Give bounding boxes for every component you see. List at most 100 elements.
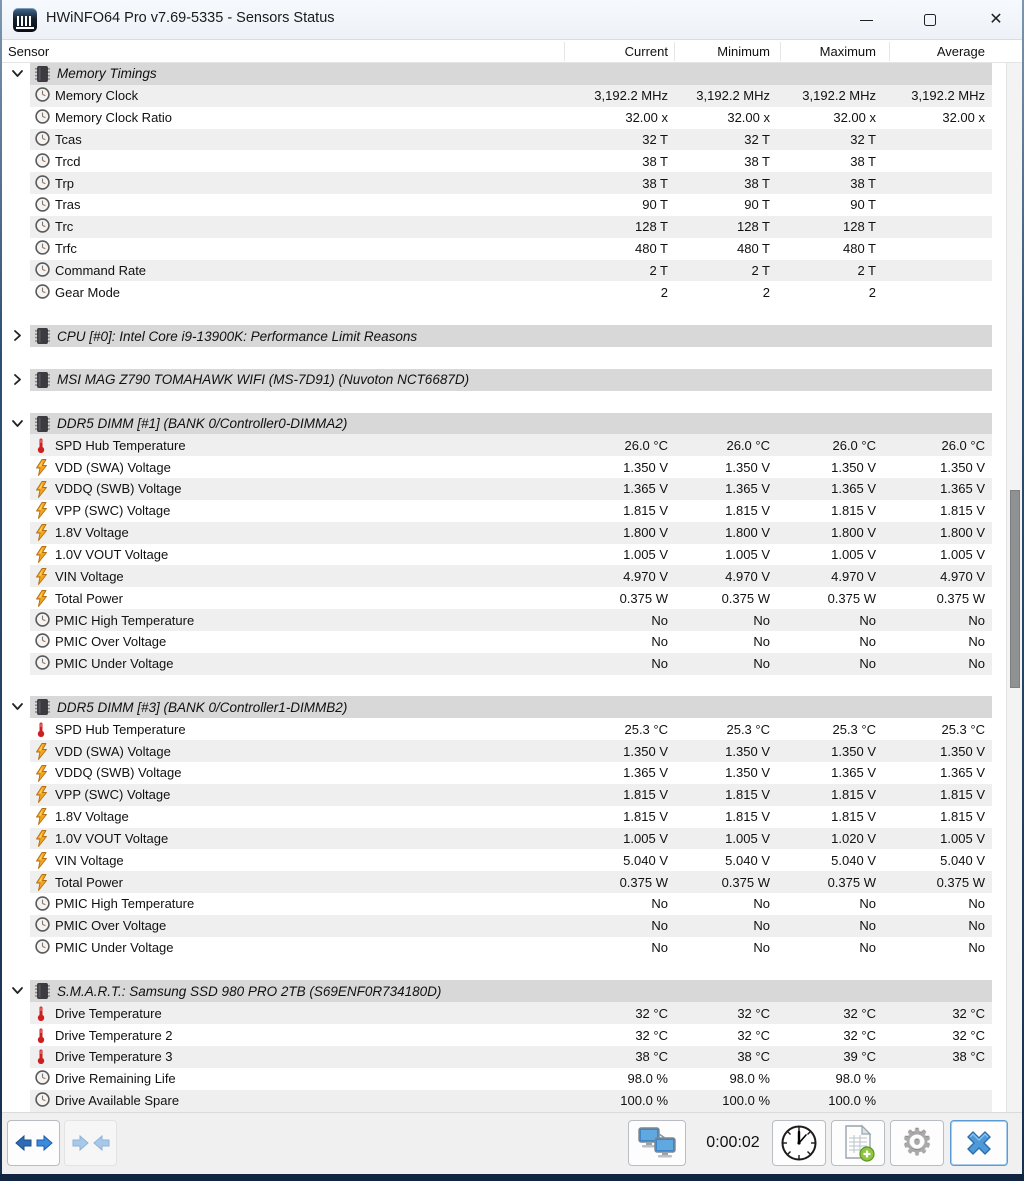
sensor-row[interactable]: Tras 90 T 90 T 90 T bbox=[2, 194, 1006, 216]
sensor-row[interactable]: Trc 128 T 128 T 128 T bbox=[2, 215, 1006, 238]
close-sensors-button[interactable] bbox=[950, 1120, 1008, 1166]
section-header-row[interactable]: CPU [#0]: Intel Core i9-13900K: Performa… bbox=[2, 325, 1006, 347]
section-header-row[interactable]: MSI MAG Z790 TOMAHAWK WIFI (MS-7D91) (Nu… bbox=[2, 368, 1006, 391]
sensor-row[interactable]: VDD (SWA) Voltage 1.350 V 1.350 V 1.350 V 1.… bbox=[2, 740, 1006, 762]
sensor-row[interactable]: Command Rate 2 T 2 T 2 T bbox=[2, 259, 1006, 282]
clock-icon bbox=[35, 1092, 50, 1110]
section-header-row[interactable]: DDR5 DIMM [#1] (BANK 0/Controller0-DIMMA… bbox=[2, 412, 1006, 435]
sensor-label: 1.0V VOUT Voltage bbox=[55, 546, 169, 562]
section-header-row[interactable]: DDR5 DIMM [#3] (BANK 0/Controller1-DIMMB… bbox=[2, 696, 1006, 719]
sensor-row[interactable]: Trfc 480 T 480 T 480 T bbox=[2, 238, 1006, 260]
sensor-row[interactable]: VDDQ (SWB) Voltage 1.365 V 1.365 V 1.365 V 1… bbox=[2, 478, 1006, 500]
value-maximum: 98.0 % bbox=[835, 1071, 876, 1087]
column-divider[interactable] bbox=[674, 42, 675, 61]
expand-columns-button[interactable] bbox=[7, 1120, 60, 1166]
sensor-row[interactable]: Drive Temperature 32 °C 32 °C 32 °C 32 °C bbox=[2, 1002, 1006, 1025]
column-divider[interactable] bbox=[889, 42, 890, 61]
settings-button[interactable]: ⚙ bbox=[890, 1120, 944, 1166]
value-maximum: 1.020 V bbox=[831, 830, 876, 846]
sensor-row[interactable]: 1.8V Voltage 1.800 V 1.800 V 1.800 V 1.800 V bbox=[2, 521, 1006, 544]
value-current: 32 °C bbox=[635, 1027, 668, 1043]
value-minimum: 38 °C bbox=[737, 1049, 770, 1065]
sensor-label: PMIC Over Voltage bbox=[55, 918, 167, 934]
value-current: 4.970 V bbox=[623, 568, 668, 584]
sensor-row[interactable]: VDD (SWA) Voltage 1.350 V 1.350 V 1.350 V 1.… bbox=[2, 456, 1006, 478]
sensor-label: VPP (SWC) Voltage bbox=[55, 503, 171, 519]
column-header-average[interactable]: Average bbox=[936, 44, 985, 59]
chevron-down-icon[interactable] bbox=[10, 66, 26, 82]
two-monitors-icon bbox=[638, 1127, 676, 1158]
section-header-row[interactable]: Memory Timings bbox=[2, 63, 1006, 85]
value-maximum: 38 T bbox=[850, 175, 876, 191]
chevron-down-icon[interactable] bbox=[10, 416, 26, 432]
value-average: 1.815 V bbox=[940, 809, 985, 825]
value-current: 2 T bbox=[649, 263, 668, 279]
column-header-maximum[interactable]: Maximum bbox=[819, 44, 876, 59]
sensor-row[interactable]: Gear Mode 2 2 2 bbox=[2, 281, 1006, 303]
scrollbar-thumb[interactable] bbox=[1010, 490, 1020, 688]
section-header-row[interactable]: S.M.A.R.T.: Samsung SSD 980 PRO 2TB (S69… bbox=[2, 980, 1006, 1003]
sensor-row[interactable]: 1.8V Voltage 1.815 V 1.815 V 1.815 V 1.815 V bbox=[2, 806, 1006, 828]
logging-report-button[interactable] bbox=[831, 1120, 885, 1166]
value-minimum: 1.815 V bbox=[725, 809, 770, 825]
value-average bbox=[885, 260, 985, 282]
sensor-row[interactable]: Drive Temperature 3 38 °C 38 °C 39 °C 38 °C bbox=[2, 1045, 1006, 1068]
sensor-row[interactable]: VDDQ (SWB) Voltage 1.365 V 1.350 V 1.365 V 1… bbox=[2, 762, 1006, 784]
sensor-label: Trc bbox=[55, 219, 74, 235]
remote-monitoring-button[interactable] bbox=[628, 1120, 686, 1166]
sensor-row[interactable]: Tcas 32 T 32 T 32 T bbox=[2, 128, 1006, 151]
bolt-icon bbox=[35, 873, 48, 894]
value-average: 25.3 °C bbox=[941, 721, 985, 737]
sensor-row[interactable]: PMIC Under Voltage No No No No bbox=[2, 937, 1006, 959]
sensor-row[interactable]: Memory Clock Ratio 32.00 x 32.00 x 32.00 x 3… bbox=[2, 107, 1006, 129]
chevron-down-icon[interactable] bbox=[10, 983, 26, 999]
sensor-row[interactable]: PMIC High Temperature No No No No bbox=[2, 609, 1006, 631]
sensor-row[interactable]: Drive Available Spare 100.0 % 100.0 % 100.0… bbox=[2, 1089, 1006, 1112]
sensor-row[interactable]: VIN Voltage 4.970 V 4.970 V 4.970 V 4.970 V bbox=[2, 565, 1006, 588]
value-maximum: No bbox=[859, 612, 876, 628]
sensor-row[interactable]: Total Power 0.375 W 0.375 W 0.375 W 0.375 W bbox=[2, 587, 1006, 609]
section-title: MSI MAG Z790 TOMAHAWK WIFI (MS-7D91) (Nu… bbox=[57, 372, 470, 388]
maximize-button[interactable] bbox=[908, 0, 952, 40]
sensor-row[interactable]: 1.0V VOUT Voltage 1.005 V 1.005 V 1.005 V 1.… bbox=[2, 544, 1006, 566]
vertical-scrollbar[interactable] bbox=[1006, 63, 1022, 1112]
value-average: 4.970 V bbox=[940, 568, 985, 584]
sensor-row[interactable]: PMIC Over Voltage No No No No bbox=[2, 631, 1006, 653]
sensor-row[interactable]: Trp 38 T 38 T 38 T bbox=[2, 172, 1006, 195]
column-header-current[interactable]: Current bbox=[624, 44, 668, 59]
sensor-row[interactable]: VIN Voltage 5.040 V 5.040 V 5.040 V 5.040 V bbox=[2, 849, 1006, 871]
value-maximum: 1.815 V bbox=[831, 787, 876, 803]
value-minimum: 0.375 W bbox=[721, 590, 770, 606]
close-button[interactable]: ✕ bbox=[974, 0, 1018, 40]
sensor-row[interactable]: Drive Remaining Life 98.0 % 98.0 % 98.0 % bbox=[2, 1068, 1006, 1090]
sensor-row[interactable]: Drive Temperature 2 32 °C 32 °C 32 °C 32 °C bbox=[2, 1024, 1006, 1046]
sensor-label: 1.8V Voltage bbox=[55, 809, 129, 825]
column-divider[interactable] bbox=[564, 42, 565, 61]
collapse-columns-button[interactable] bbox=[64, 1120, 117, 1166]
chevron-right-icon[interactable] bbox=[10, 328, 26, 344]
chevron-down-icon[interactable] bbox=[10, 699, 26, 715]
minimize-button[interactable] bbox=[844, 0, 888, 40]
column-header-minimum[interactable]: Minimum bbox=[717, 44, 770, 59]
sensor-row[interactable]: VPP (SWC) Voltage 1.815 V 1.815 V 1.815 V 1.… bbox=[2, 783, 1006, 806]
sensor-row[interactable]: PMIC Under Voltage No No No No bbox=[2, 652, 1006, 675]
sensor-row[interactable]: 1.0V VOUT Voltage 1.005 V 1.005 V 1.020 V 1.… bbox=[2, 827, 1006, 850]
sensor-label: PMIC High Temperature bbox=[55, 896, 195, 912]
value-average: No bbox=[968, 634, 985, 650]
chevron-right-icon[interactable] bbox=[10, 372, 26, 388]
sensor-row[interactable]: VPP (SWC) Voltage 1.815 V 1.815 V 1.815 V 1.… bbox=[2, 500, 1006, 522]
sensor-row[interactable]: Total Power 0.375 W 0.375 W 0.375 W 0.375 W bbox=[2, 871, 1006, 894]
value-average: No bbox=[968, 896, 985, 912]
value-maximum: 1.005 V bbox=[831, 546, 876, 562]
value-maximum: 39 °C bbox=[843, 1049, 876, 1065]
column-divider[interactable] bbox=[780, 42, 781, 61]
value-current: No bbox=[651, 896, 668, 912]
sensor-row[interactable]: SPD Hub Temperature 25.3 °C 25.3 °C 25.3 °C… bbox=[2, 718, 1006, 740]
sensor-row[interactable]: SPD Hub Temperature 26.0 °C 26.0 °C 26.0 °C… bbox=[2, 434, 1006, 457]
column-header-sensor[interactable]: Sensor bbox=[8, 44, 50, 59]
sensor-row[interactable]: PMIC Over Voltage No No No No bbox=[2, 914, 1006, 937]
sensor-row[interactable]: Memory Clock 3,192.2 MHz 3,192.2 MHz 3,192.… bbox=[2, 84, 1006, 107]
sensor-row[interactable]: Trcd 38 T 38 T 38 T bbox=[2, 150, 1006, 172]
sensor-row[interactable]: PMIC High Temperature No No No No bbox=[2, 893, 1006, 915]
reset-clock-button[interactable] bbox=[772, 1120, 826, 1166]
